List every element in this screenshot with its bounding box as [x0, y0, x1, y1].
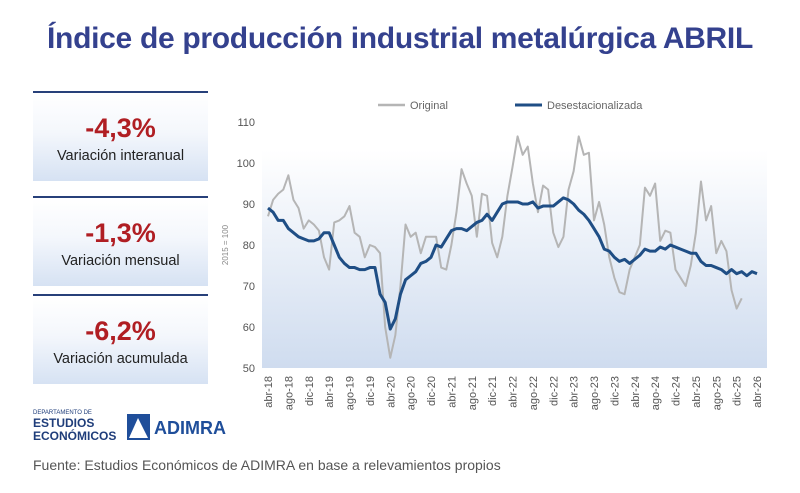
x-tick-label: ago-20 — [406, 376, 418, 410]
x-tick-label: dic-24 — [671, 376, 683, 406]
x-tick-label: ago-24 — [650, 376, 662, 410]
x-tick-label: ago-19 — [345, 376, 357, 410]
x-tick-label: dic-18 — [304, 376, 316, 406]
x-tick-label: abr-20 — [385, 376, 397, 408]
kpi-card: -1,3% Variación mensual — [33, 196, 208, 286]
y-tick-label: 60 — [243, 322, 255, 334]
y-tick-label: 100 — [237, 158, 255, 170]
dept-line2: ESTUDIOS — [33, 416, 94, 430]
title: Índice de producción industrial metalúrg… — [47, 22, 753, 55]
x-tick-label: abr-25 — [691, 376, 703, 408]
series-line — [267, 196, 758, 331]
y-tick-label: 50 — [243, 363, 255, 375]
kpi-value: -1,3% — [85, 218, 156, 248]
x-tick-label: dic-22 — [548, 376, 560, 406]
series-line — [267, 135, 743, 359]
x-tick-label: abr-18 — [263, 376, 275, 408]
chart: 50 60 70 80 90 100 110 2015 = 100 abr-18 ago-18 di… — [221, 100, 767, 410]
x-tick-label: ago-25 — [711, 376, 723, 410]
x-tick-label: dic-23 — [609, 376, 621, 406]
kpi-label: Variación interanual — [56, 148, 185, 164]
legend-label: Original — [410, 100, 448, 112]
y-tick-label: 110 — [237, 117, 255, 129]
dept-line1: DEPARTAMENTO DE — [33, 410, 92, 416]
x-tick-label: abr-26 — [752, 376, 764, 408]
brand-icon-mark — [129, 418, 148, 438]
x-tick-label: abr-22 — [508, 376, 520, 408]
brand-name: ADIMRA — [154, 418, 226, 438]
y-axis-label: 2015 = 100 — [221, 224, 230, 265]
y-tick-label: 70 — [243, 281, 255, 293]
kpi-value: -6,2% — [85, 316, 156, 346]
x-tick-label: abr-19 — [324, 376, 336, 408]
plot-background — [262, 150, 767, 368]
dept-line3: ECONÓMICOS — [33, 428, 116, 443]
logos: DEPARTAMENTO DE ESTUDIOS ECONÓMICOS ADIM… — [33, 410, 226, 443]
x-tick-label: dic-19 — [365, 376, 377, 406]
source: Fuente: Estudios Económicos de ADIMRA en… — [33, 457, 501, 473]
x-tick-label: abr-21 — [446, 376, 458, 408]
x-tick-label: ago-21 — [467, 376, 479, 410]
x-tick-label: dic-25 — [732, 376, 744, 406]
y-tick-label: 90 — [243, 199, 255, 211]
x-tick-label: ago-22 — [528, 376, 540, 410]
x-tick-label: ago-18 — [283, 376, 295, 410]
kpi-label: Variación mensual — [61, 253, 180, 269]
kpi-label: Variación acumulada — [53, 351, 188, 367]
y-tick-label: 80 — [243, 240, 255, 252]
x-tick-label: ago-23 — [589, 376, 601, 410]
kpi-card: -4,3% Variación interanual — [33, 91, 208, 181]
legend-label: Desestacionalizada — [547, 100, 643, 112]
x-tick-label: dic-21 — [487, 376, 499, 406]
x-tick-label: abr-23 — [569, 376, 581, 408]
x-tick-label: dic-20 — [426, 376, 438, 406]
kpi-card: -6,2% Variación acumulada — [33, 294, 208, 384]
kpi-value: -4,3% — [85, 113, 156, 143]
x-tick-label: abr-24 — [630, 376, 642, 408]
